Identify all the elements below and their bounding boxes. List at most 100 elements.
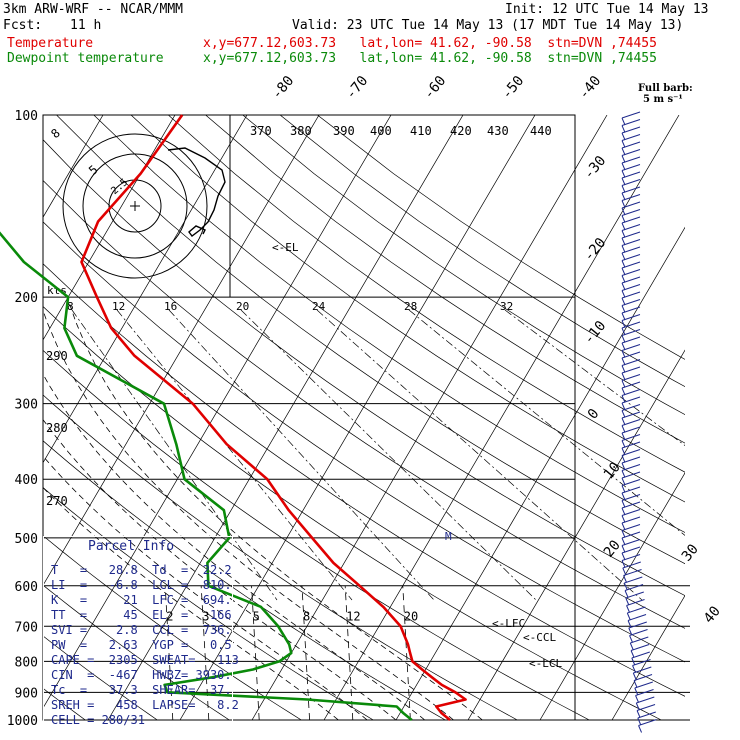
theta-label: 420 — [450, 124, 472, 138]
lfc-annotation: <-LFC — [492, 617, 525, 630]
hodograph-ring-label: 5 — [86, 162, 101, 177]
parcel-row: CIN = -467 HWBZ= 3930. — [51, 668, 232, 682]
wind-legend-line2: 5 m s⁻¹ — [643, 94, 683, 105]
wind-barb — [621, 404, 641, 418]
wind-barb — [638, 719, 657, 733]
dry-adiabat-line — [168, 115, 685, 473]
m-annotation: M — [445, 530, 452, 543]
wind-barb — [621, 299, 641, 313]
hodograph-speed-label: 32 — [500, 300, 513, 313]
dry-adiabat-line — [56, 115, 685, 565]
temperature-tick-label: -50 — [499, 73, 528, 103]
wind-barb — [621, 201, 641, 216]
hodograph-ring — [82, 153, 188, 259]
temperature-tick-label: -20 — [581, 235, 610, 265]
wind-barb — [621, 366, 641, 381]
wind-barb — [621, 231, 641, 246]
pressure-tick-label: 800 — [15, 655, 38, 670]
dry-adiabat-line — [43, 394, 518, 720]
hodograph-speed-label: 24 — [312, 300, 326, 313]
isotherm-line — [179, 115, 536, 720]
isotherm-line — [539, 472, 685, 720]
wind-barb — [626, 599, 645, 613]
wind-barb — [621, 149, 641, 163]
dry-adiabat-line — [43, 221, 685, 663]
wind-barb — [621, 216, 641, 231]
temperature-tick-label: -30 — [581, 153, 610, 183]
temperature-legend: Temperature — [7, 36, 94, 51]
hodograph-guide-line — [168, 309, 435, 601]
wind-barb — [621, 111, 641, 126]
moist-adiabat-line — [43, 309, 454, 720]
wind-barb — [621, 314, 641, 328]
dewpoint-line — [0, 231, 413, 722]
mixing-ratio-line — [344, 585, 354, 720]
parcel-row: CELL = 280/31 — [51, 713, 145, 727]
theta-label: 370 — [250, 124, 272, 138]
isotherm-line — [323, 115, 680, 720]
wind-barb — [621, 224, 641, 238]
isotherm-line — [251, 115, 608, 720]
hodograph-ring-label: 8 — [48, 126, 63, 141]
wind-barb — [621, 456, 641, 471]
wind-barb — [621, 449, 641, 463]
dry-adiabat-line — [93, 115, 685, 533]
temperature-tick-label: -80 — [269, 73, 298, 103]
theta-left-label: 280 — [46, 421, 68, 435]
theta-label: 410 — [410, 124, 432, 138]
wind-barb — [635, 696, 655, 711]
wind-barb — [637, 711, 656, 726]
wind-barb — [626, 606, 646, 621]
theta-label: 400 — [370, 124, 392, 138]
moist-adiabat-line — [43, 418, 397, 720]
moist-adiabat-line — [43, 455, 368, 720]
wind-barb — [621, 434, 641, 448]
wind-barb — [632, 659, 651, 673]
wind-barb — [621, 464, 641, 478]
wind-barb — [621, 531, 641, 546]
wind-barb — [621, 119, 641, 133]
theta-left-label: 290 — [46, 349, 68, 363]
wind-barb — [621, 411, 641, 426]
mixing-ratio-line — [402, 585, 411, 720]
mixing-ratio-label: 20 — [404, 609, 418, 623]
wind-barb — [621, 539, 641, 553]
wind-barb — [621, 164, 641, 178]
parcel-info-title: Parcel Info — [88, 539, 175, 554]
dry-adiabat-line — [43, 180, 685, 629]
hodograph-speed-label: 20 — [236, 300, 249, 313]
dewpoint-location: x,y=677.12,603.73 lat,lon= 41.62, -90.58… — [203, 51, 657, 66]
forecast-hour: 11 h — [70, 18, 102, 33]
hodograph-guide-line — [240, 309, 537, 601]
theta-label: 440 — [530, 124, 552, 138]
pressure-tick-label: 1000 — [7, 714, 38, 729]
isotherm-line — [395, 226, 685, 720]
hodograph-speed-label: 16 — [164, 300, 177, 313]
hodograph-trace — [167, 147, 226, 237]
isotherm-line — [43, 115, 176, 341]
wind-barb — [631, 651, 650, 666]
wind-barb — [621, 486, 641, 501]
wind-barb — [621, 329, 641, 343]
wind-barb — [621, 336, 641, 351]
wind-barb — [621, 254, 641, 268]
pressure-tick-label: 600 — [15, 580, 38, 595]
wind-barb — [621, 441, 641, 456]
mixing-ratio-label: 5 — [253, 609, 260, 623]
wind-barb — [621, 359, 641, 373]
wind-barb — [621, 389, 641, 403]
wind-barb — [621, 374, 641, 388]
parcel-row: TT = 45 EL = 166 — [51, 608, 232, 622]
valid-time: Valid: 23 UTC Tue 14 May 13 (17 MDT Tue … — [292, 18, 684, 33]
theta-left-label: 270 — [46, 494, 68, 508]
wind-barb — [624, 584, 644, 598]
wind-barb — [630, 644, 650, 658]
wind-barb — [621, 269, 641, 283]
temperature-tick-label: 30 — [679, 541, 702, 564]
parcel-row: LI = -6.8 LCL = 810. — [51, 578, 232, 592]
wind-barb — [628, 621, 647, 636]
parcel-row: PW = 2.63 YGP = 0.5 — [51, 638, 232, 652]
wind-barb — [621, 246, 641, 261]
parcel-row: K = 21 LFC = 694. — [51, 593, 232, 607]
wind-barb — [621, 396, 641, 411]
